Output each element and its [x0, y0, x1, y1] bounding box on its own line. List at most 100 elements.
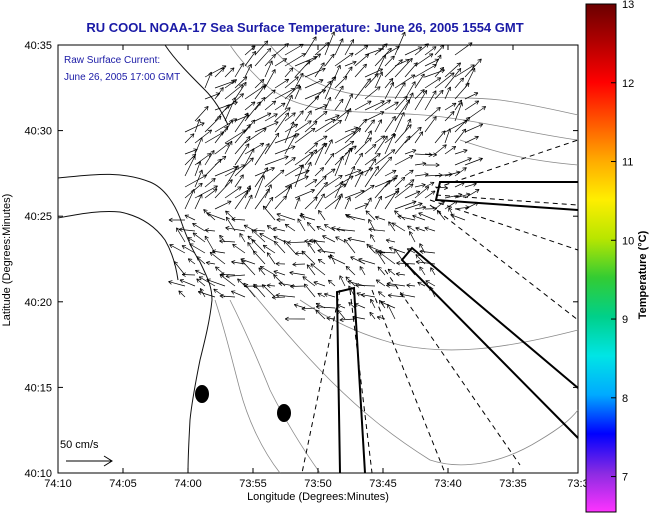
- current-vector: [219, 240, 236, 243]
- current-vector: [294, 151, 314, 166]
- current-vector-head: [374, 144, 377, 149]
- radar-range-line: [435, 139, 579, 189]
- current-vector-head: [295, 84, 300, 87]
- current-vector-head: [339, 180, 343, 184]
- current-vector-head: [228, 140, 233, 144]
- plot-frame: [57, 44, 579, 474]
- current-vector-head: [173, 261, 176, 266]
- current-vector-head: [219, 235, 221, 240]
- current-vector-head: [284, 43, 289, 45]
- current-vector: [214, 166, 238, 177]
- current-vector-head: [406, 284, 411, 288]
- current-vector-head: [424, 186, 429, 188]
- current-vector: [209, 251, 226, 265]
- current-vector-head: [309, 120, 312, 125]
- current-vector: [394, 183, 414, 199]
- current-vector-head: [369, 311, 374, 315]
- current-vector-head: [345, 266, 348, 271]
- current-vector-head: [371, 143, 376, 146]
- current-vector: [434, 144, 447, 155]
- current-vector-head: [196, 278, 201, 281]
- current-vector-head: [350, 175, 354, 180]
- current-vector-head: [419, 203, 423, 207]
- current-vector: [290, 285, 306, 287]
- current-vector-head: [369, 312, 371, 317]
- current-vector-head: [315, 309, 320, 312]
- current-vector-head: [418, 202, 423, 204]
- current-vector: [346, 215, 366, 221]
- current-vector: [198, 276, 216, 287]
- current-vector: [187, 258, 196, 265]
- current-vector-head: [225, 226, 230, 229]
- current-vector-head: [284, 112, 289, 115]
- current-vector-head: [448, 173, 453, 177]
- current-vector-head: [251, 229, 256, 231]
- current-vector: [225, 227, 246, 232]
- current-vector-head: [438, 173, 443, 176]
- current-vector-head: [284, 155, 289, 157]
- current-vector-head: [278, 281, 283, 284]
- current-vector-head: [317, 293, 321, 297]
- current-vector: [388, 221, 396, 232]
- current-vector-head: [453, 146, 457, 151]
- current-vector: [184, 149, 198, 155]
- current-vector-head: [450, 214, 454, 218]
- current-vector-head: [424, 227, 428, 231]
- current-vector: [434, 67, 444, 78]
- current-vector-head: [457, 99, 462, 103]
- current-vector-head: [258, 267, 260, 272]
- current-vector-head: [307, 161, 312, 165]
- current-vector: [306, 264, 316, 276]
- current-vector: [464, 158, 483, 166]
- current-vector: [214, 142, 230, 155]
- current-vector-head: [413, 201, 417, 205]
- current-vector-head: [407, 124, 412, 127]
- current-vector-head: [266, 285, 271, 288]
- current-vector: [344, 93, 353, 111]
- current-vector-head: [464, 120, 468, 124]
- current-vector-head: [200, 161, 202, 166]
- current-vector: [314, 182, 328, 199]
- current-vector: [394, 201, 417, 210]
- current-vector: [324, 139, 333, 155]
- current-vector-head: [432, 46, 437, 48]
- current-vector-head: [339, 317, 344, 321]
- current-vector-head: [397, 215, 401, 220]
- current-vector: [284, 223, 296, 232]
- colorbar-ticks: 13 12 11 10 9 8 7: [611, 0, 634, 484]
- map-content: 50 cm/s Raw Surface Current: June 26, 20…: [57, 31, 579, 474]
- current-vector-head: [289, 270, 294, 273]
- current-vector-head: [456, 62, 461, 65]
- current-vector-head: [294, 251, 299, 255]
- current-vector-head: [286, 79, 290, 83]
- current-vector: [299, 215, 316, 221]
- current-vector-head: [259, 101, 261, 106]
- current-vector: [254, 40, 269, 56]
- current-vector-head: [378, 291, 383, 293]
- current-vector: [354, 118, 367, 133]
- current-vector-head: [285, 156, 289, 160]
- current-vector: [304, 68, 326, 78]
- current-vector-head: [417, 191, 421, 195]
- current-vector: [259, 233, 276, 243]
- current-vector-head: [200, 183, 203, 188]
- current-vector-head: [427, 186, 430, 191]
- current-vector: [404, 203, 423, 210]
- current-vector-head: [480, 58, 482, 63]
- current-vector-head: [206, 153, 211, 155]
- current-vector-head: [362, 63, 367, 66]
- current-vector-head: [390, 55, 395, 58]
- current-vector-head: [413, 149, 417, 154]
- current-vector-head: [378, 153, 381, 158]
- current-vector: [448, 207, 456, 221]
- current-vector: [394, 99, 410, 122]
- current-vector-head: [387, 47, 392, 50]
- current-vector-head: [420, 73, 425, 77]
- current-vector-head: [208, 153, 212, 158]
- current-vector: [370, 299, 376, 309]
- current-vector-head: [408, 57, 413, 60]
- current-vector: [324, 175, 343, 188]
- current-vector: [368, 228, 386, 232]
- current-vector-head: [295, 133, 300, 135]
